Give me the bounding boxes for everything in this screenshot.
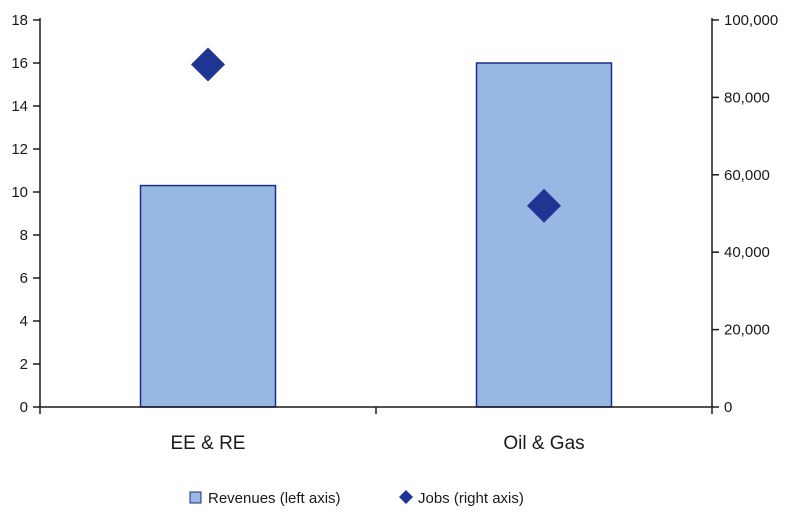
right-axis-ticks: 0 20,000 40,000 60,000 80,000 100,000 xyxy=(712,12,778,416)
left-tick-label: 10 xyxy=(11,184,28,201)
category-label-1: Oil & Gas xyxy=(503,433,584,454)
bar-0 xyxy=(139,184,277,408)
left-tick-label: 18 xyxy=(11,12,28,29)
right-tick-label: 0 xyxy=(724,399,732,416)
legend: Revenues (left axis) Jobs (right axis) xyxy=(189,490,524,507)
left-tick-label: 4 xyxy=(20,313,28,330)
bar-1 xyxy=(475,62,613,408)
left-tick-label: 6 xyxy=(20,270,28,287)
right-tick-label: 20,000 xyxy=(724,322,770,339)
jobs-point-1 xyxy=(527,188,561,223)
plot-area xyxy=(39,18,713,414)
legend-marker-jobs xyxy=(399,490,413,504)
legend-label-revenues: Revenues (left axis) xyxy=(208,490,341,507)
left-tick-label: 8 xyxy=(20,227,28,244)
right-tick-label: 60,000 xyxy=(724,167,770,184)
right-tick-label: 40,000 xyxy=(724,244,770,261)
left-tick-label: 12 xyxy=(11,141,28,158)
category-labels: EE & RE Oil & Gas xyxy=(171,433,585,454)
left-tick-label: 16 xyxy=(11,55,28,72)
legend-label-jobs: Jobs (right axis) xyxy=(418,490,524,507)
right-tick-label: 80,000 xyxy=(724,89,770,106)
left-axis-ticks: 0 2 4 6 8 10 12 14 16 18 xyxy=(11,12,40,416)
legend-swatch-revenues xyxy=(189,491,202,504)
right-tick-label: 100,000 xyxy=(724,12,778,29)
left-tick-label: 2 xyxy=(20,356,28,373)
left-tick-label: 0 xyxy=(20,399,28,416)
category-label-0: EE & RE xyxy=(171,433,246,454)
jobs-point-0 xyxy=(191,47,225,82)
left-tick-label: 14 xyxy=(11,98,28,115)
